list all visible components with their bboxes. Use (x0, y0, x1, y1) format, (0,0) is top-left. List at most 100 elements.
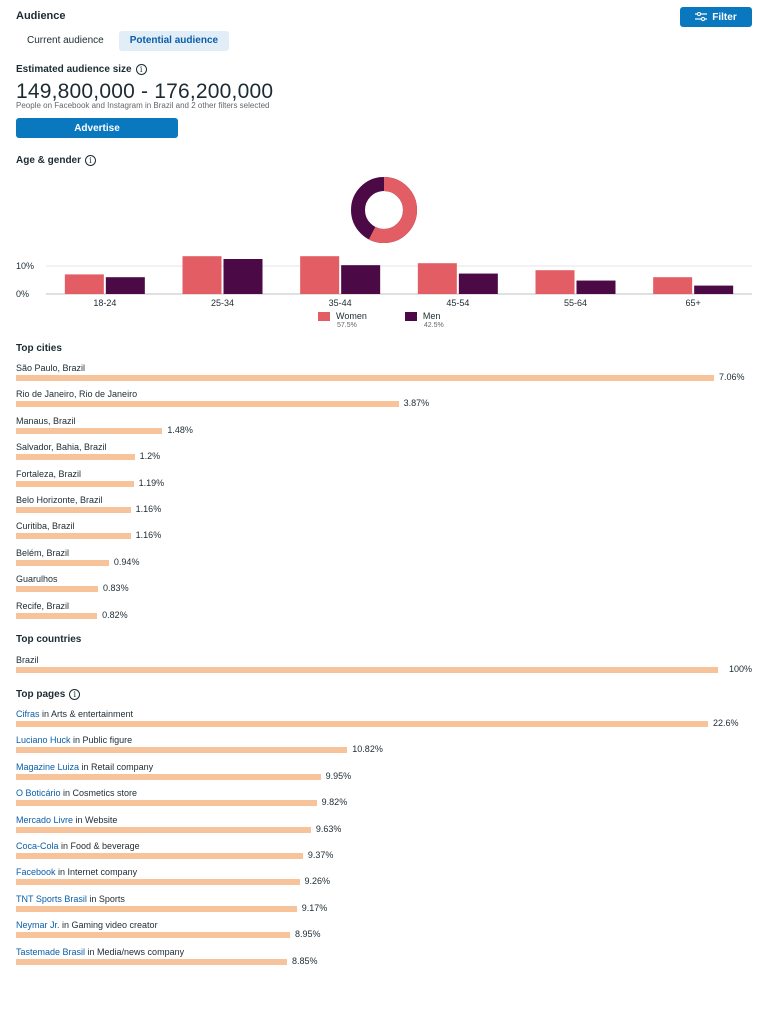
page-label: Luciano Huck in Public figure (16, 735, 132, 745)
list-item: Coca-Cola in Food & beverage 9.37% (16, 841, 752, 867)
percentage-value: 9.63% (315, 823, 342, 834)
list-item: Guarulhos 0.83% (16, 574, 752, 600)
list-item: Belém, Brazil 0.94% (16, 548, 752, 574)
bar-men-65+ (694, 285, 734, 294)
estimate-section-title: Estimated audience size i (16, 64, 147, 75)
info-icon[interactable]: i (69, 689, 81, 700)
x-tick-label: 65+ (686, 298, 701, 308)
list-item: Mercado Livre in Website 9.63% (16, 815, 752, 841)
filter-button[interactable]: Filter (680, 7, 752, 27)
info-icon[interactable]: i (85, 155, 97, 166)
percentage-value: 9.82% (321, 797, 348, 808)
page-link[interactable]: Cifras (16, 709, 40, 719)
percentage-bar (16, 533, 131, 540)
page-category: in Public figure (70, 735, 133, 746)
percentage-value: 22.6% (713, 718, 739, 728)
page-link[interactable]: Neymar Jr. (16, 920, 60, 931)
page-label: Cifras in Arts & entertainment (16, 709, 133, 719)
x-tick-label: 18-24 (93, 298, 116, 308)
legend-item-women: Women 57.5% (318, 311, 367, 329)
list-item: Cifras in Arts & entertainment 22.6% (16, 709, 752, 735)
page-category: in Website (73, 814, 118, 825)
item-label: Manaus, Brazil (16, 415, 76, 426)
page-label: O Boticário in Cosmetics store (16, 788, 137, 798)
percentage-value: 0.94% (113, 556, 140, 567)
page-link[interactable]: Mercado Livre (16, 814, 74, 825)
percentage-bar (16, 826, 311, 833)
percentage-value: 0.82% (102, 609, 128, 620)
bar-men-55-64 (576, 280, 616, 294)
top-countries-title: Top countries (16, 634, 82, 645)
percentage-bar (16, 480, 134, 487)
percentage-bar (16, 612, 98, 619)
page-link[interactable]: O Boticário (16, 788, 61, 799)
list-item: Brazil 100% (16, 655, 752, 681)
page-label: Facebook in Internet company (16, 867, 137, 877)
page-link[interactable]: Coca-Cola (16, 840, 59, 851)
x-tick-label: 35-44 (329, 298, 352, 308)
page-category: in Sports (86, 893, 125, 904)
audience-size-value: 149,800,000 - 176,200,000 (16, 80, 274, 103)
y-tick-label: 0% (16, 289, 29, 299)
percentage-bar (16, 559, 109, 566)
percentage-value: 100% (728, 664, 752, 674)
page-link[interactable]: Tastemade Brasil (16, 946, 86, 957)
page-category: in Food & beverage (58, 840, 140, 851)
men-swatch (404, 311, 417, 321)
bar-men-45-54 (458, 273, 498, 294)
tab-current-audience[interactable]: Current audience (27, 35, 104, 46)
percentage-value: 1.16% (135, 503, 162, 514)
page-category: in Cosmetics store (60, 788, 138, 799)
top-cities-list: São Paulo, Brazil 7.06% Rio de Janeiro, Ri… (16, 363, 752, 627)
info-icon[interactable]: i (135, 64, 147, 75)
percentage-bar (16, 586, 99, 593)
percentage-value: 0.83% (103, 583, 129, 594)
page-label: TNT Sports Brasil in Sports (16, 894, 125, 904)
item-label: Recife, Brazil (16, 600, 70, 611)
legend-pct-women: 57.5% (337, 322, 357, 329)
bar-women-25-34 (182, 256, 222, 294)
list-item: Facebook in Internet company 9.26% (16, 867, 752, 893)
women-swatch (318, 311, 330, 321)
page-link[interactable]: Magazine Luiza (16, 761, 80, 772)
age-gender-title: Age & gender (16, 155, 82, 166)
age-gender-chart: 0% 10% 18-24 25-34 35-44 45-54 55-64 65+ (16, 177, 752, 308)
list-item: Curitiba, Brazil 1.16% (16, 521, 752, 547)
page-category: in Arts & entertainment (39, 709, 134, 719)
tab-potential-audience[interactable]: Potential audience (118, 31, 230, 51)
advertise-button[interactable]: Advertise (16, 118, 178, 138)
legend-pct-men: 42.5% (423, 322, 444, 329)
page-link[interactable]: Facebook (16, 867, 56, 878)
bar-women-18-24 (64, 274, 104, 294)
page-label: Tastemade Brasil in Media/news company (16, 947, 184, 957)
percentage-bar (16, 506, 131, 513)
y-tick-label: 10% (16, 261, 34, 271)
percentage-value: 1.16% (135, 530, 162, 541)
item-label: Guarulhos (16, 574, 58, 585)
item-label: São Paulo, Brazil (16, 363, 86, 373)
page-link[interactable]: Luciano Huck (16, 735, 71, 746)
page-title: Audience (16, 10, 66, 22)
x-tick-label: 45-54 (446, 298, 469, 308)
list-item: São Paulo, Brazil 7.06% (16, 363, 752, 389)
legend-item-men: Men 42.5% (404, 311, 444, 329)
item-label: Belo Horizonte, Brazil (16, 494, 103, 505)
percentage-bar (16, 427, 163, 434)
percentage-bar (16, 375, 714, 381)
item-label: Curitiba, Brazil (16, 521, 75, 532)
page-label: Neymar Jr. in Gaming video creator (16, 920, 158, 930)
donut-women-slice (351, 177, 417, 243)
filter-sliders-icon (695, 12, 708, 22)
percentage-bar (16, 454, 135, 461)
filter-button-label: Filter (712, 11, 737, 23)
percentage-value: 9.95% (325, 770, 352, 781)
page-category: in Gaming video creator (59, 920, 158, 931)
top-pages-list: Cifras in Arts & entertainment 22.6% Lucia… (16, 709, 752, 973)
chart-legend: Women 57.5% Men 42.5% (318, 311, 444, 329)
percentage-value: 3.87% (403, 398, 430, 409)
list-item: Tastemade Brasil in Media/news company 8.… (16, 947, 752, 973)
percentage-bar (16, 932, 291, 939)
page-link[interactable]: TNT Sports Brasil (16, 893, 87, 904)
page-category: in Internet company (55, 867, 138, 878)
age-gender-section-title: Age & gender i (16, 155, 97, 166)
